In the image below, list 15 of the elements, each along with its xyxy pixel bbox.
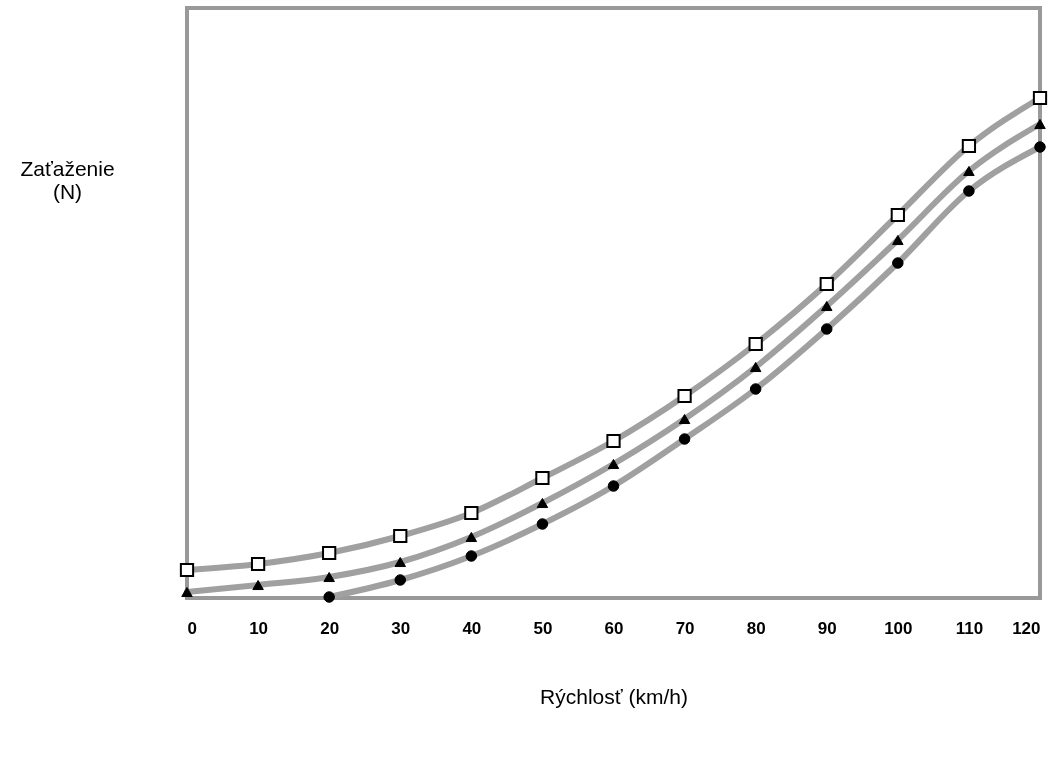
y-axis-title: Zaťaženie (N) — [20, 156, 115, 203]
x-axis-title: Rýchlosť (km/h) — [540, 684, 688, 708]
x-tick-label: 20 — [320, 618, 340, 638]
x-tick-label: 120 — [1012, 618, 1041, 638]
x-tick-label: 60 — [604, 618, 624, 638]
x-tick-label: 110 — [955, 618, 984, 638]
x-tick-label: 70 — [675, 618, 695, 638]
x-tick-label: 10 — [249, 618, 269, 638]
x-tick-label: 40 — [462, 618, 482, 638]
x-tick-label: 0 — [187, 618, 197, 638]
x-tick-label: 30 — [391, 618, 411, 638]
x-tick-label: 50 — [533, 618, 553, 638]
x-tick-label: 90 — [817, 618, 837, 638]
x-tick-label: 100 — [884, 618, 913, 638]
x-tick-label: 80 — [746, 618, 766, 638]
